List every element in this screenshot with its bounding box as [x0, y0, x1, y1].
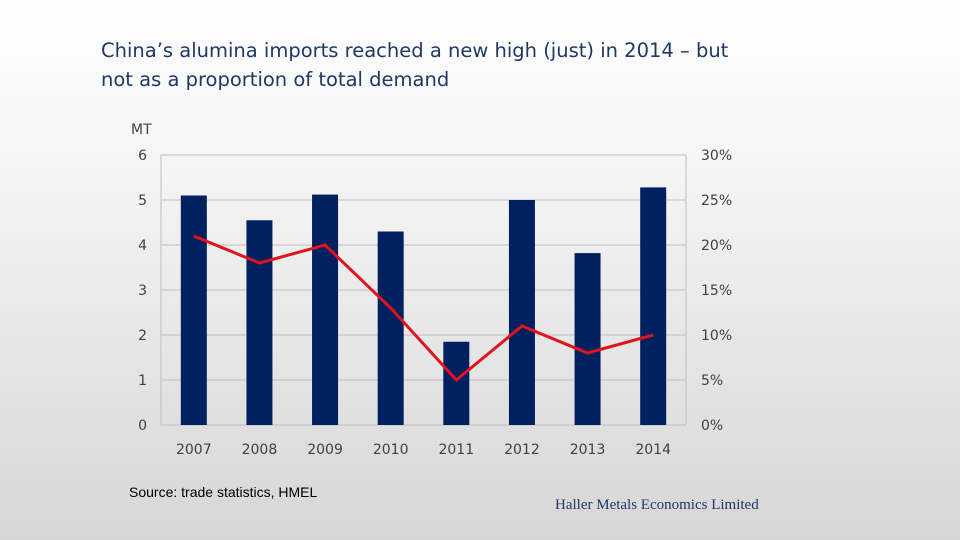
gridlines — [160, 154, 687, 426]
right-axis-ticks: 0% 5% 10% 15% 20% 25% 30% — [701, 148, 732, 434]
bar-2008 — [246, 220, 273, 425]
slide-title: China’s alumina imports reached a new hi… — [101, 36, 801, 94]
left-axis-ticks: 0 1 2 3 4 5 6 — [138, 148, 147, 434]
right-tick-label: 25% — [701, 193, 732, 209]
right-tick-label: 5% — [701, 373, 723, 389]
left-tick-label: 1 — [138, 373, 147, 389]
x-tick-label: 2010 — [373, 442, 409, 458]
x-tick-label: 2014 — [635, 442, 671, 458]
x-tick-label: 2013 — [570, 442, 606, 458]
left-tick-label: 4 — [138, 238, 147, 254]
bar-2012 — [508, 200, 535, 425]
share-line — [193, 234, 654, 383]
right-tick-label: 20% — [701, 238, 732, 254]
source-note: Source: trade statistics, HMEL — [129, 484, 318, 500]
bar-2011 — [443, 341, 470, 425]
bar-series — [180, 187, 667, 425]
x-tick-label: 2012 — [504, 442, 540, 458]
x-axis-ticks: 2007 2008 2009 2010 2011 2012 2013 2014 — [176, 442, 671, 458]
slide-title-line-1: China’s alumina imports reached a new hi… — [101, 39, 729, 62]
bar-2013 — [574, 253, 601, 425]
x-tick-label: 2009 — [307, 442, 343, 458]
right-tick-label: 0% — [701, 418, 723, 434]
right-tick-label: 10% — [701, 328, 732, 344]
left-tick-label: 2 — [138, 328, 147, 344]
left-tick-label: 5 — [138, 193, 147, 209]
x-tick-label: 2011 — [438, 442, 474, 458]
left-tick-label: 6 — [138, 148, 147, 164]
left-tick-label: 3 — [138, 283, 147, 299]
x-tick-label: 2007 — [176, 442, 212, 458]
x-tick-label: 2008 — [242, 442, 278, 458]
bar-2009 — [312, 194, 339, 425]
left-tick-label: 0 — [138, 418, 147, 434]
slide-title-line-2: not as a proportion of total demand — [101, 68, 450, 91]
company-name: Haller Metals Economics Limited — [555, 497, 759, 513]
left-axis-label: MT — [131, 122, 152, 138]
right-tick-label: 30% — [701, 148, 732, 164]
line-series — [193, 234, 654, 383]
right-tick-label: 15% — [701, 283, 732, 299]
bar-2014 — [640, 187, 667, 425]
bar-2010 — [377, 231, 404, 425]
bar-2007 — [180, 195, 207, 425]
